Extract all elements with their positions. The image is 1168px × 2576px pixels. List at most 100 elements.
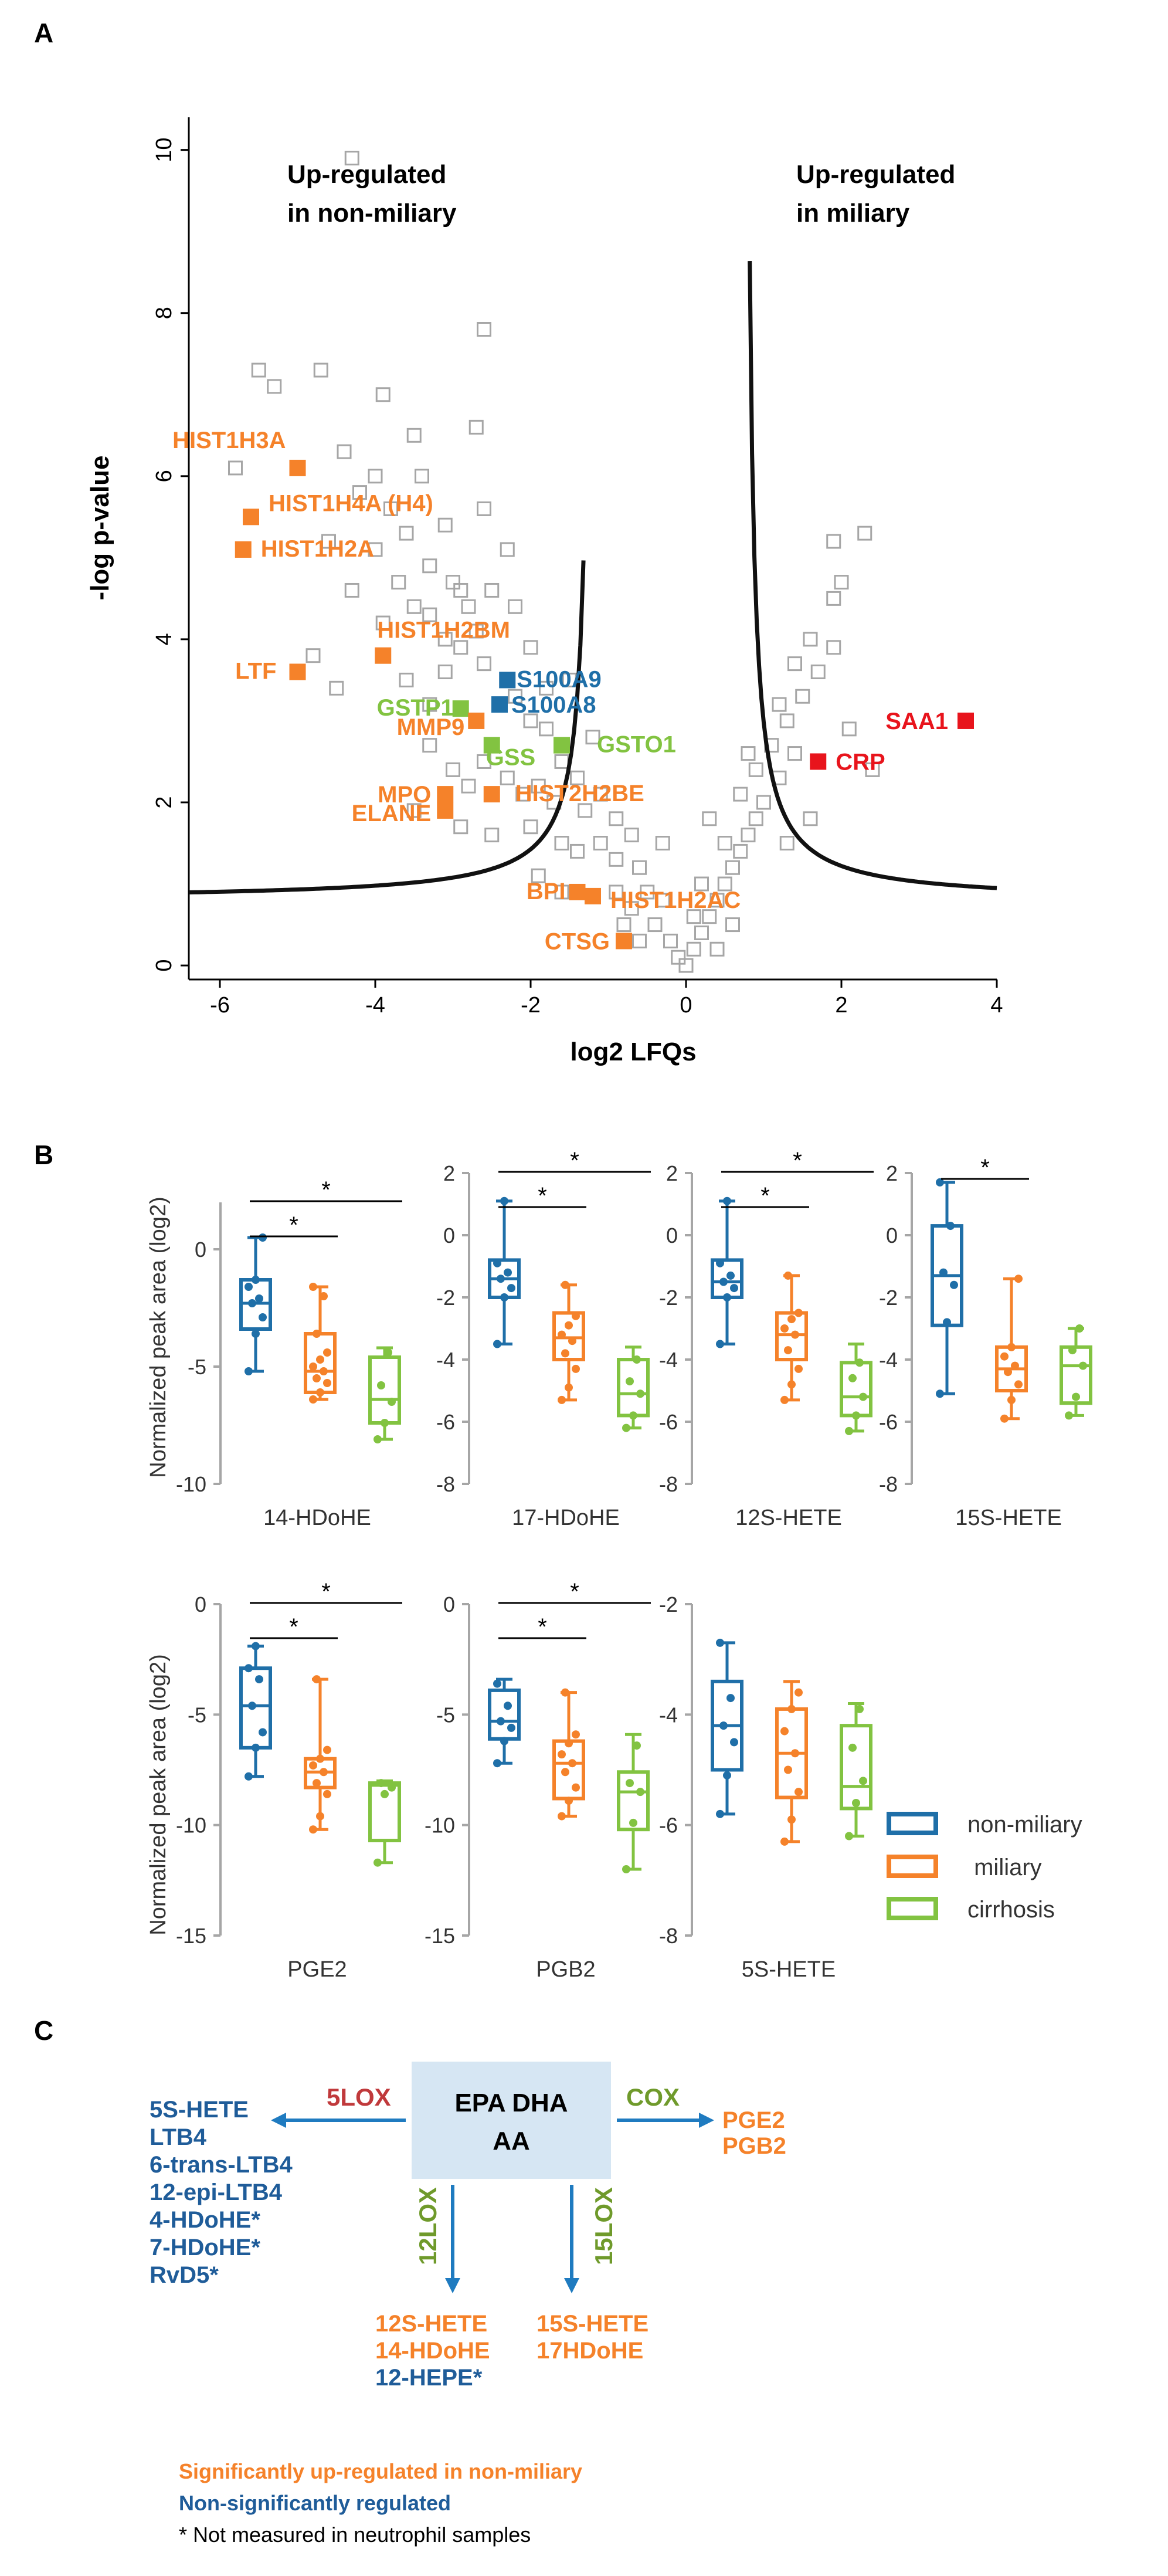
boxplot-xlabel: 14-HDoHE: [263, 1506, 371, 1530]
y-tick-label: -2: [436, 1286, 455, 1310]
protein-point: [251, 362, 266, 378]
panel-label-c: C: [34, 2015, 53, 2046]
data-point: [784, 1271, 792, 1280]
box-cirrhosis: [1060, 1324, 1092, 1420]
protein-point: [593, 836, 608, 851]
annotation-left-line2: in non-miliary: [287, 199, 457, 228]
highlighted-point: [483, 786, 500, 803]
data-point: [381, 1789, 389, 1798]
data-point: [568, 1759, 576, 1768]
data-point: [377, 1779, 385, 1788]
protein-point: [477, 322, 491, 337]
data-point: [1014, 1380, 1023, 1389]
product-5lox: 12-epi-LTB4: [150, 2180, 283, 2205]
legend-swatch-miliary: [887, 1855, 938, 1878]
significance-star: *: [321, 1177, 331, 1203]
volcano-axes: -6 -4 -2 0 2 4 0 2 4 6 8 10: [152, 117, 1003, 1018]
protein-point: [391, 575, 406, 590]
protein-point: [523, 713, 538, 728]
annotation-right-line1: Up-regulated: [796, 160, 955, 189]
protein-point: [686, 909, 701, 924]
data-point: [259, 1313, 267, 1321]
data-point: [780, 1395, 789, 1404]
labeled-points: HIST1H3A HIST1H4A (H4) HIST1H2A HIST1H2BM LT…: [172, 428, 974, 954]
protein-point: [422, 558, 437, 574]
x-tick-label: 0: [680, 993, 692, 1018]
boxplot-14-HDoHE: -10 -5 0 * * 14-HDoHE: [176, 1177, 402, 1530]
data-point: [558, 1395, 566, 1404]
arrow-cox-head: [699, 2113, 714, 2128]
y-tick-label: 0: [443, 1223, 455, 1248]
protein-point: [733, 843, 748, 859]
box-iqr: [617, 1358, 650, 1418]
boxplot-grid: -10 -5 0 * * 14-HDoHE -8 -6 -4 -2 0 2 * * 17-HDoHE -8 -6…: [176, 1148, 1092, 1982]
point-label: HIST2H2BE: [515, 781, 644, 806]
box-cirrhosis: [368, 1346, 401, 1443]
data-point: [558, 1330, 566, 1339]
enzyme-12lox: 12LOX: [414, 2187, 442, 2265]
protein-point: [415, 469, 429, 484]
data-point: [787, 1815, 796, 1824]
point-label: BPI: [527, 879, 566, 904]
significance-star: *: [289, 1212, 298, 1238]
protein-point: [655, 893, 670, 908]
highlighted-point: [437, 802, 454, 819]
point-label: GSS: [486, 745, 535, 771]
data-point: [780, 1324, 789, 1333]
data-point: [794, 1364, 803, 1373]
box-cirrhosis: [368, 1779, 401, 1867]
data-point: [1000, 1414, 1009, 1423]
data-point: [388, 1783, 396, 1792]
highlighted-point: [483, 737, 500, 754]
protein-point: [593, 787, 608, 802]
data-point: [255, 1675, 263, 1684]
data-point: [848, 1743, 857, 1752]
data-point: [252, 1743, 260, 1752]
y-tick-label: -4: [659, 1348, 678, 1372]
product-5lox: LTB4: [150, 2124, 207, 2150]
box-non-miliary: [711, 1638, 743, 1818]
point-label: HIST1H2BM: [377, 618, 510, 643]
protein-point: [772, 697, 787, 712]
boxplot-12S-HETE: -8 -6 -4 -2 0 2 * * 12S-HETE: [659, 1148, 874, 1530]
data-point: [316, 1812, 324, 1821]
data-point: [323, 1348, 331, 1357]
box-miliary: [304, 1283, 337, 1404]
y-tick-label: -5: [188, 1355, 206, 1379]
protein-point: [375, 387, 391, 402]
highlighted-point: [499, 672, 516, 689]
data-point: [309, 1283, 317, 1291]
data-point: [730, 1738, 738, 1747]
protein-point: [756, 795, 771, 810]
data-point: [784, 1346, 792, 1355]
highlighted-point: [468, 712, 485, 729]
data-point: [1075, 1324, 1084, 1333]
data-point: [309, 1761, 317, 1770]
y-tick-label: -8: [879, 1472, 898, 1496]
data-point: [248, 1701, 256, 1710]
key-not-measured: * Not measured in neutrophil samples: [179, 2523, 531, 2547]
annotation-right-line2: in miliary: [796, 199, 910, 228]
data-point: [316, 1355, 324, 1364]
data-point: [791, 1330, 799, 1339]
protein-point: [554, 884, 569, 900]
data-point: [500, 1197, 508, 1205]
protein-point: [500, 542, 515, 557]
data-point: [852, 1799, 860, 1807]
box-cirrhosis: [840, 1702, 872, 1841]
data-point: [855, 1704, 864, 1713]
point-label: GSTO1: [597, 732, 676, 758]
protein-point: [686, 941, 701, 957]
data-point: [787, 1315, 796, 1324]
point-label: LTF: [235, 659, 276, 684]
y-tick-label: -4: [879, 1348, 898, 1372]
product-5lox: RvD5*: [150, 2262, 219, 2288]
protein-point: [725, 860, 740, 875]
protein-point: [267, 379, 282, 394]
data-point: [791, 1749, 799, 1758]
data-point: [1007, 1343, 1016, 1351]
protein-point: [554, 754, 569, 769]
data-point: [377, 1381, 385, 1389]
arrow-5lox-head: [271, 2113, 286, 2128]
boxplot-xlabel: 17-HDoHE: [512, 1506, 620, 1530]
